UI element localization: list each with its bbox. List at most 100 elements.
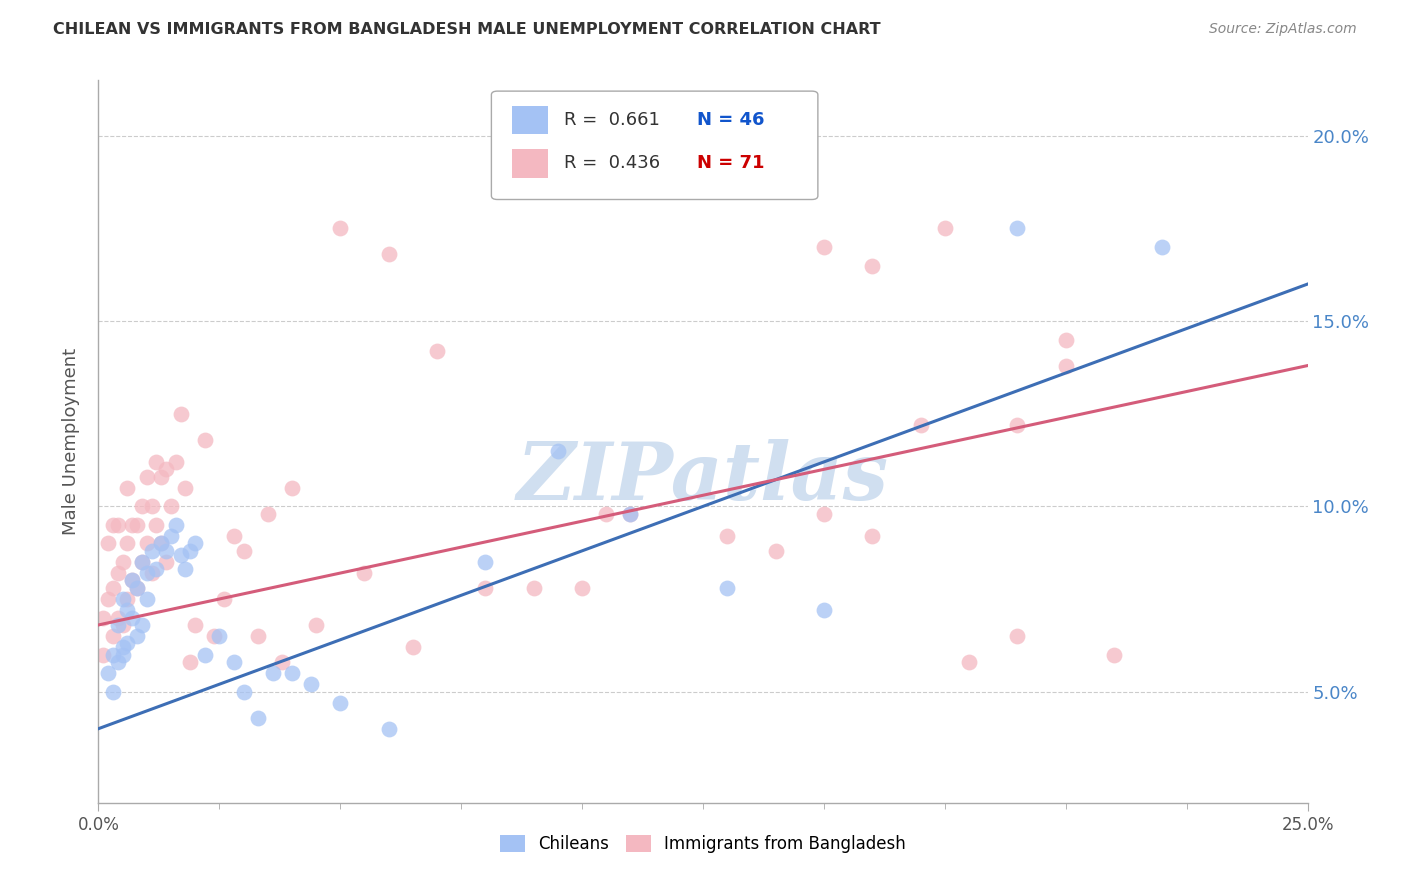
- Point: [619, 507, 641, 521]
- Point: [155, 555, 177, 569]
- Point: [174, 481, 197, 495]
- Point: [97, 536, 120, 550]
- Text: N = 71: N = 71: [697, 154, 765, 172]
- Point: [1102, 648, 1125, 662]
- FancyBboxPatch shape: [492, 91, 818, 200]
- Point: [169, 548, 191, 562]
- Point: [377, 722, 399, 736]
- Point: [305, 618, 328, 632]
- Point: [121, 517, 143, 532]
- Point: [160, 529, 183, 543]
- Point: [281, 666, 304, 681]
- Point: [547, 443, 569, 458]
- Point: [111, 592, 134, 607]
- Point: [101, 517, 124, 532]
- Point: [222, 529, 245, 543]
- Point: [957, 655, 980, 669]
- Point: [101, 684, 124, 698]
- Point: [165, 517, 187, 532]
- Bar: [512, 105, 548, 135]
- Bar: [512, 149, 548, 178]
- Point: [299, 677, 322, 691]
- Point: [1054, 333, 1077, 347]
- Text: N = 46: N = 46: [697, 111, 765, 129]
- Point: [150, 469, 173, 483]
- Point: [595, 507, 617, 521]
- Point: [101, 581, 124, 595]
- Point: [141, 500, 163, 514]
- Point: [212, 592, 235, 607]
- Point: [131, 555, 153, 569]
- Point: [121, 574, 143, 588]
- Text: ZIPatlas: ZIPatlas: [517, 439, 889, 516]
- Point: [184, 618, 207, 632]
- Point: [1007, 417, 1029, 432]
- Point: [121, 574, 143, 588]
- Point: [117, 481, 139, 495]
- Point: [117, 536, 139, 550]
- Point: [271, 655, 294, 669]
- Point: [232, 684, 254, 698]
- Point: [107, 610, 129, 624]
- Point: [934, 221, 956, 235]
- Point: [571, 581, 593, 595]
- Point: [155, 544, 177, 558]
- Point: [813, 507, 835, 521]
- Point: [1007, 629, 1029, 643]
- Point: [377, 247, 399, 261]
- Point: [165, 455, 187, 469]
- Point: [145, 455, 167, 469]
- Point: [179, 655, 201, 669]
- Point: [262, 666, 284, 681]
- Point: [222, 655, 245, 669]
- Point: [155, 462, 177, 476]
- Point: [1054, 359, 1077, 373]
- Point: [179, 544, 201, 558]
- Point: [150, 536, 173, 550]
- Point: [145, 517, 167, 532]
- Point: [860, 259, 883, 273]
- Point: [716, 529, 738, 543]
- Point: [247, 629, 270, 643]
- Point: [135, 566, 157, 580]
- Point: [111, 648, 134, 662]
- Point: [716, 581, 738, 595]
- Point: [145, 562, 167, 576]
- Legend: Chileans, Immigrants from Bangladesh: Chileans, Immigrants from Bangladesh: [494, 828, 912, 860]
- Point: [174, 562, 197, 576]
- Point: [131, 500, 153, 514]
- Point: [131, 555, 153, 569]
- Point: [117, 603, 139, 617]
- Point: [131, 618, 153, 632]
- Point: [160, 500, 183, 514]
- Point: [329, 221, 352, 235]
- Point: [910, 417, 932, 432]
- Point: [1152, 240, 1174, 254]
- Point: [135, 469, 157, 483]
- Point: [765, 544, 787, 558]
- Point: [353, 566, 375, 580]
- Point: [97, 592, 120, 607]
- Point: [426, 343, 449, 358]
- Point: [101, 648, 124, 662]
- Point: [111, 618, 134, 632]
- Point: [117, 592, 139, 607]
- Point: [97, 666, 120, 681]
- Point: [194, 648, 217, 662]
- Point: [91, 610, 114, 624]
- Point: [860, 529, 883, 543]
- Point: [194, 433, 217, 447]
- Point: [127, 581, 149, 595]
- Point: [619, 507, 641, 521]
- Point: [127, 629, 149, 643]
- Text: Source: ZipAtlas.com: Source: ZipAtlas.com: [1209, 22, 1357, 37]
- Point: [474, 581, 496, 595]
- Point: [101, 629, 124, 643]
- Point: [107, 655, 129, 669]
- Point: [111, 555, 134, 569]
- Point: [523, 581, 546, 595]
- Point: [127, 581, 149, 595]
- Point: [281, 481, 304, 495]
- Point: [1007, 221, 1029, 235]
- Point: [127, 517, 149, 532]
